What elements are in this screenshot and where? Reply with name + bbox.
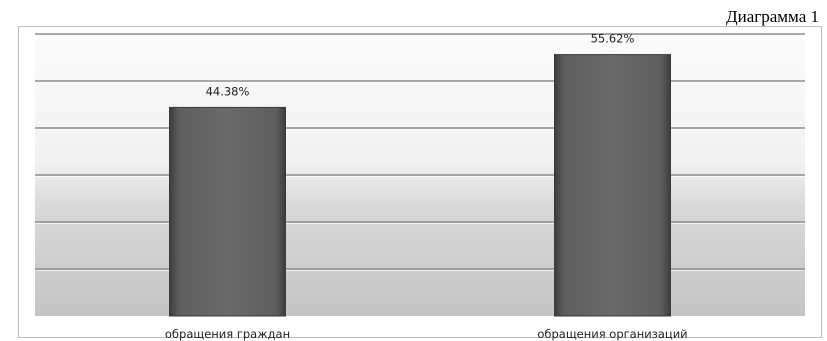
category-label-2: обращения организаций: [537, 327, 687, 341]
data-label-2: 55.62%: [591, 32, 635, 46]
data-label-1: 44.38%: [206, 84, 250, 98]
category-labels: обращения граждан обращения организаций: [165, 327, 688, 341]
category-label-1: обращения граждан: [165, 327, 290, 341]
bar-1: [170, 107, 286, 316]
bar-2: [555, 55, 671, 316]
